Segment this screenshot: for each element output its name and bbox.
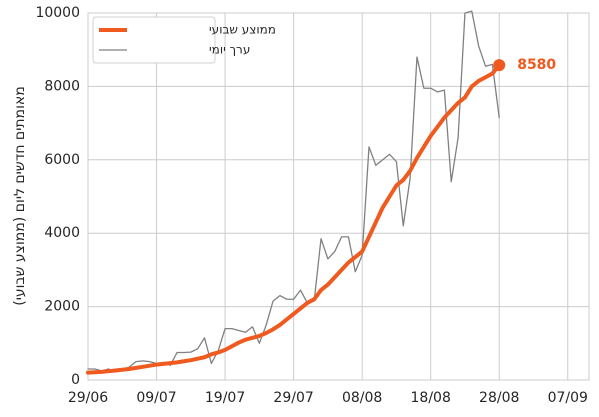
x-tick-label: 18/08 [411,390,451,406]
weekly-line [86,63,502,375]
plot-area [87,12,590,381]
x-tick-label: 29/07 [273,390,313,406]
y-tick-label: 0 [71,372,80,388]
legend-label: ערך יומי [209,43,250,57]
end-label: 8580 [517,57,556,73]
legend-label: ממוצע שבועי [209,23,276,37]
x-tick-label: 19/07 [205,390,245,406]
end-point [493,59,506,72]
y-tick-label: 8000 [44,78,80,94]
y-tick-label: 6000 [44,152,80,168]
x-tick-label: 08/08 [342,390,382,406]
x-tick-label: 09/07 [136,390,176,406]
x-tick-label: 29/06 [68,390,108,406]
y-axis-label: מאומתים חדשים ליום (ממוצע שבועי) [12,86,28,305]
y-tick-label: 10000 [35,5,80,21]
x-tick-label: 28/08 [479,390,519,406]
legend-box [92,16,216,64]
y-tick-label: 2000 [44,299,80,315]
y-tick-label: 4000 [44,225,80,241]
x-tick-label: 07/09 [548,390,588,406]
